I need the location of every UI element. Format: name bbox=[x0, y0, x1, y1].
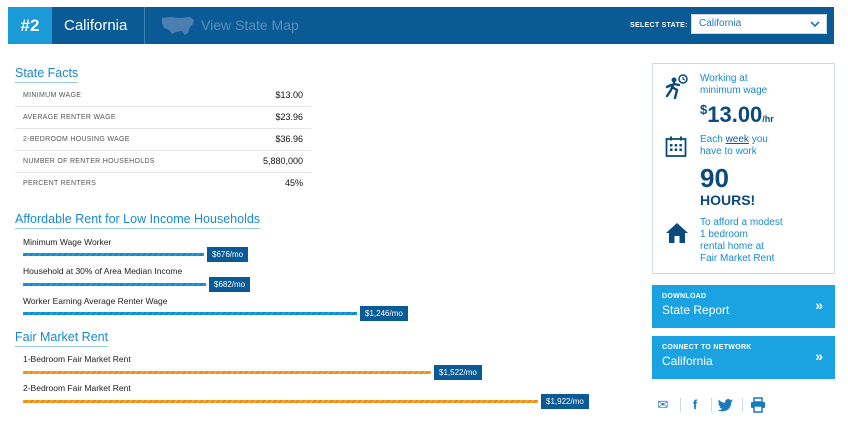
state-select-dropdown[interactable]: California bbox=[691, 14, 827, 34]
double-chevron-right-icon: » bbox=[815, 348, 823, 364]
fact-value: $36.96 bbox=[275, 134, 303, 144]
fact-value: 45% bbox=[284, 178, 303, 188]
connect-small-label: CONNECT TO NETWORK bbox=[662, 344, 752, 351]
home-icon bbox=[666, 223, 688, 243]
fact-value: $23.96 bbox=[275, 112, 303, 122]
hours-info-card: Working at minimum wage $13.00/hr Each w… bbox=[652, 63, 835, 274]
fair-market-rent-title: Fair Market Rent bbox=[15, 330, 109, 347]
bar-label-1br: 1-Bedroom Fair Market Rent bbox=[23, 354, 131, 364]
week-line-1: Each week you bbox=[700, 134, 768, 146]
fact-label: 2-BEDROOM HOUSING WAGE bbox=[23, 136, 130, 143]
download-large-label: State Report bbox=[662, 303, 730, 317]
state-name-title: California bbox=[64, 17, 128, 34]
download-small-label: DOWNLOAD bbox=[662, 293, 707, 300]
fact-label: MINIMUM WAGE bbox=[23, 92, 82, 99]
week-pre: Each bbox=[700, 134, 726, 145]
twitter-icon[interactable] bbox=[717, 397, 735, 413]
wage-dollar-sign: $ bbox=[700, 102, 708, 117]
week-line-2: have to work bbox=[700, 146, 757, 157]
double-chevron-right-icon: » bbox=[815, 297, 823, 313]
fact-row: NUMBER OF RENTER HOUSEHOLDS 5,880,000 bbox=[15, 151, 311, 173]
fact-value: 5,880,000 bbox=[262, 156, 303, 166]
state-rank-badge: #2 bbox=[8, 7, 52, 44]
state-facts-title: State Facts bbox=[15, 66, 79, 83]
state-facts-table: MINIMUM WAGE $13.00 AVERAGE RENTER WAGE … bbox=[15, 85, 311, 195]
calendar-icon bbox=[665, 136, 687, 157]
wage-unit: /hr bbox=[762, 114, 774, 124]
bar-avg-renter bbox=[23, 312, 357, 315]
bar-label-min-wage: Minimum Wage Worker bbox=[23, 237, 112, 247]
download-state-report-button[interactable]: DOWNLOAD State Report » bbox=[652, 285, 835, 328]
hours-label: HOURS! bbox=[700, 192, 756, 208]
bar-label-2br: 2-Bedroom Fair Market Rent bbox=[23, 383, 131, 393]
working-line-1: Working at bbox=[700, 73, 748, 84]
share-divider bbox=[680, 398, 681, 412]
bar-tag-2br: $1,922/mo bbox=[541, 394, 589, 409]
share-divider bbox=[711, 398, 712, 412]
share-toolbar: ✉ f bbox=[652, 397, 835, 413]
connect-to-network-button[interactable]: CONNECT TO NETWORK California » bbox=[652, 336, 835, 379]
hours-value: 90 bbox=[700, 163, 729, 193]
wage-value: 13.00 bbox=[707, 102, 763, 127]
state-select-value: California bbox=[699, 18, 742, 29]
fact-label: AVERAGE RENTER WAGE bbox=[23, 114, 116, 121]
email-icon[interactable]: ✉ bbox=[657, 397, 669, 412]
bar-label-ami-30: Household at 30% of Area Median Income bbox=[23, 266, 183, 276]
min-wage-amount: $13.00/hr bbox=[700, 102, 774, 128]
usa-map-icon[interactable] bbox=[160, 15, 196, 37]
bar-min-wage bbox=[23, 253, 204, 256]
fact-label: PERCENT RENTERS bbox=[23, 180, 97, 187]
top-header-bar: #2 California View State Map SELECT STAT… bbox=[8, 7, 834, 44]
fact-row: AVERAGE RENTER WAGE $23.96 bbox=[15, 107, 311, 129]
afford-line-3: rental home at bbox=[700, 241, 764, 252]
bar-tag-min-wage: $676/mo bbox=[207, 247, 249, 262]
week-post: you bbox=[748, 134, 768, 145]
afford-line-4: Fair Market Rent bbox=[700, 253, 775, 264]
affordable-rent-title: Affordable Rent for Low Income Household… bbox=[15, 212, 261, 229]
view-state-map-link[interactable]: View State Map bbox=[201, 17, 299, 33]
chevron-down-icon bbox=[810, 21, 820, 28]
bar-2br bbox=[23, 400, 538, 403]
bar-tag-ami-30: $682/mo bbox=[209, 277, 251, 292]
bar-label-avg-renter: Worker Earning Average Renter Wage bbox=[23, 296, 168, 306]
bar-tag-1br: $1,522/mo bbox=[434, 365, 482, 380]
afford-line-1: To afford a modest bbox=[700, 217, 783, 228]
share-divider bbox=[742, 398, 743, 412]
print-icon[interactable] bbox=[749, 397, 767, 413]
afford-line-2: 1 bedroom bbox=[700, 229, 748, 240]
running-clock-icon bbox=[665, 74, 688, 100]
select-state-label: SELECT STATE: bbox=[630, 22, 688, 29]
working-line-2: minimum wage bbox=[700, 85, 768, 96]
bar-1br bbox=[23, 371, 431, 374]
fact-row: PERCENT RENTERS 45% bbox=[15, 173, 311, 195]
fact-value: $13.00 bbox=[275, 90, 303, 100]
facebook-icon[interactable]: f bbox=[692, 397, 698, 412]
header-divider bbox=[144, 7, 145, 44]
bar-ami-30 bbox=[23, 283, 206, 286]
bar-tag-avg-renter: $1,246/mo bbox=[360, 306, 408, 321]
week-link[interactable]: week bbox=[725, 134, 749, 145]
fact-label: NUMBER OF RENTER HOUSEHOLDS bbox=[23, 158, 155, 165]
connect-large-label: California bbox=[662, 354, 713, 368]
fact-row: MINIMUM WAGE $13.00 bbox=[15, 85, 311, 107]
fact-row: 2-BEDROOM HOUSING WAGE $36.96 bbox=[15, 129, 311, 151]
